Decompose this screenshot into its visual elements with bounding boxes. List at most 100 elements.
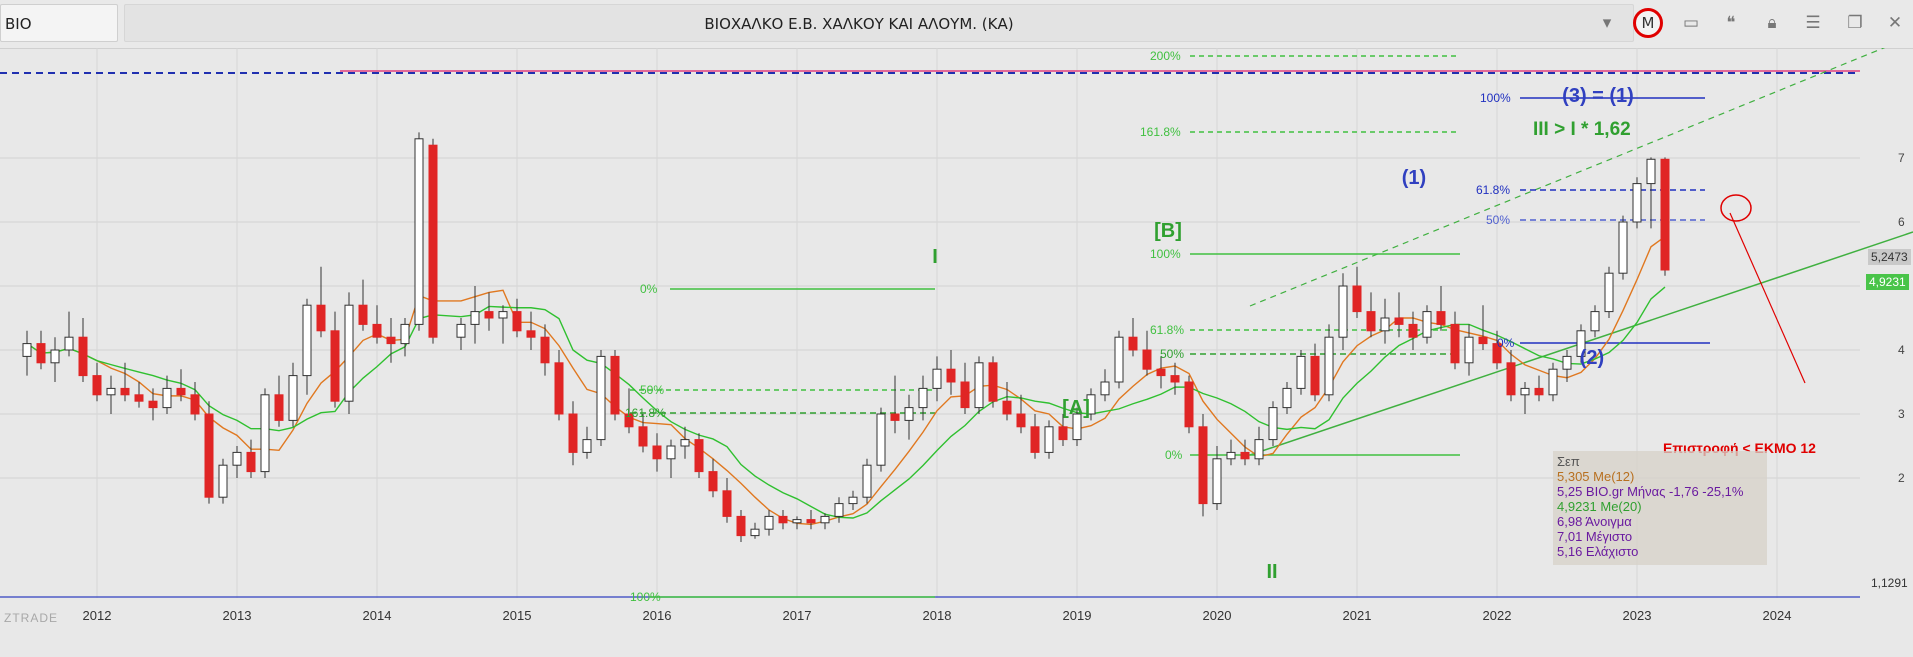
- symbol-input[interactable]: BIO: [0, 4, 118, 42]
- chevron-down-icon[interactable]: ▾: [1602, 13, 1612, 33]
- close-icon[interactable]: ✕: [1887, 13, 1903, 33]
- menu-icon[interactable]: ☰: [1805, 13, 1821, 33]
- candle-body: [568, 413, 578, 453]
- candle-body: [820, 515, 830, 524]
- legend-row: 5,305 Me(12): [1557, 469, 1635, 484]
- candle-body: [330, 330, 340, 402]
- info-legend: Σεπ 5,305 Me(12) 5,25 BIO.gr Μήνας -1,76…: [1553, 451, 1767, 565]
- candle-body: [92, 375, 102, 396]
- moving-averages: [26, 236, 1666, 526]
- instrument-title: ΒΙΟΧΑΛΚΟ Ε.Β. ΧΑΛΚΟΥ ΚΑΙ ΑΛΟΥΜ. (ΚΑ): [124, 4, 1634, 42]
- candle-body: [1282, 387, 1292, 409]
- price-tag-last: 5,2473: [1868, 249, 1911, 265]
- candle-body: [806, 519, 816, 524]
- candle-body: [274, 394, 284, 421]
- candle-body: [1646, 158, 1656, 185]
- restore-icon[interactable]: ❐: [1847, 13, 1863, 33]
- candle-body: [974, 362, 984, 409]
- x-tick-label: 2017: [783, 608, 812, 623]
- candle-body: [1534, 387, 1544, 396]
- candle-body: [1464, 336, 1474, 364]
- candle-body: [1268, 407, 1278, 441]
- candle-body: [1016, 413, 1026, 428]
- candle-body: [1436, 311, 1446, 325]
- candle-body: [1618, 221, 1628, 274]
- candle-body: [918, 387, 928, 409]
- lock-icon[interactable]: 🔒︎: [1767, 13, 1777, 33]
- candle-body: [722, 490, 732, 517]
- candle-body: [36, 343, 46, 364]
- x-axis: 2012 2013 2014 2015 2016 2017 2018 2019 2020 2021…: [83, 608, 1792, 623]
- legend-row: 6,98 Άνοιγμα: [1557, 514, 1632, 529]
- candle-body: [218, 464, 228, 498]
- candle-body: [526, 330, 536, 338]
- candle-body: [1492, 343, 1502, 364]
- candle-body: [1100, 381, 1110, 396]
- candle-body: [246, 451, 256, 473]
- candle-body: [960, 381, 970, 409]
- candle-body: [1408, 323, 1418, 338]
- quote-icon[interactable]: ❝: [1726, 13, 1736, 33]
- candle-body: [792, 519, 802, 524]
- candle-body: [876, 413, 886, 466]
- candle-body: [1128, 336, 1138, 351]
- fib-level-label: 161.8%: [625, 406, 666, 420]
- candle-body: [148, 400, 158, 409]
- y-axis: 234567: [1898, 151, 1905, 485]
- candle-body: [1520, 387, 1530, 396]
- red-arrow-line: [1729, 212, 1806, 384]
- candle-body: [512, 311, 522, 332]
- candle-body: [1324, 336, 1334, 396]
- candle-body: [162, 387, 172, 409]
- candle-body: [582, 439, 592, 453]
- price-tag-ma20: 4,9231: [1866, 274, 1909, 290]
- candle-body: [764, 515, 774, 530]
- price-chart[interactable]: 2012 2013 2014 2015 2016 2017 2018 2019 2020 2021…: [0, 48, 1913, 657]
- annotation-labels: 0% 50% 161.8% 100% 100% 61.8% 50% 0% 161.8% 200% 1…: [625, 49, 1816, 604]
- candle-body: [1212, 458, 1222, 505]
- ma20-line: [26, 286, 1666, 519]
- y-tick-label: 4: [1898, 343, 1905, 357]
- candle-body: [484, 311, 494, 319]
- candle-body: [708, 471, 718, 492]
- legend-title: Σεπ: [1557, 454, 1580, 469]
- candle-body: [1240, 451, 1250, 460]
- candle-body: [1170, 375, 1180, 383]
- wave-label: [A]: [1062, 397, 1090, 419]
- candle-body: [1058, 426, 1068, 441]
- candle-body: [64, 336, 74, 351]
- candle-body: [22, 343, 32, 357]
- candle-body: [1156, 368, 1166, 377]
- candle-body: [1002, 400, 1012, 415]
- candle-body: [904, 407, 914, 421]
- x-tick-label: 2018: [923, 608, 952, 623]
- candle-body: [624, 413, 634, 428]
- legend-row: 7,01 Μέγιστο: [1557, 529, 1633, 544]
- candle-body: [988, 362, 998, 402]
- m-icon[interactable]: M: [1633, 8, 1663, 38]
- y-tick-label: 6: [1898, 215, 1905, 229]
- candle-body: [120, 387, 130, 396]
- candle-body: [78, 336, 88, 377]
- candle-body: [890, 413, 900, 421]
- candle-body: [428, 144, 438, 338]
- x-tick-label: 2013: [223, 608, 252, 623]
- legend-row: 4,9231 Me(20): [1557, 499, 1642, 514]
- fib-level-label: 0%: [1497, 336, 1515, 350]
- candle-body: [666, 445, 676, 460]
- candle-body: [1590, 311, 1600, 332]
- candle-body: [680, 439, 690, 447]
- candle-body: [1310, 355, 1320, 396]
- fib-level-label: 100%: [1150, 247, 1181, 261]
- candle-body: [1576, 330, 1586, 357]
- candle-body: [498, 311, 508, 319]
- annotation-text: III > I * 1,62: [1533, 119, 1631, 140]
- candle-body: [232, 451, 242, 466]
- panel-icon[interactable]: ▭: [1682, 13, 1700, 33]
- candle-body: [638, 426, 648, 447]
- legend-row: 5,16 Ελάχιστο: [1557, 544, 1639, 559]
- candle-body: [862, 464, 872, 498]
- candle-body: [414, 138, 424, 325]
- x-tick-label: 2023: [1623, 608, 1652, 623]
- candle-body: [1548, 368, 1558, 396]
